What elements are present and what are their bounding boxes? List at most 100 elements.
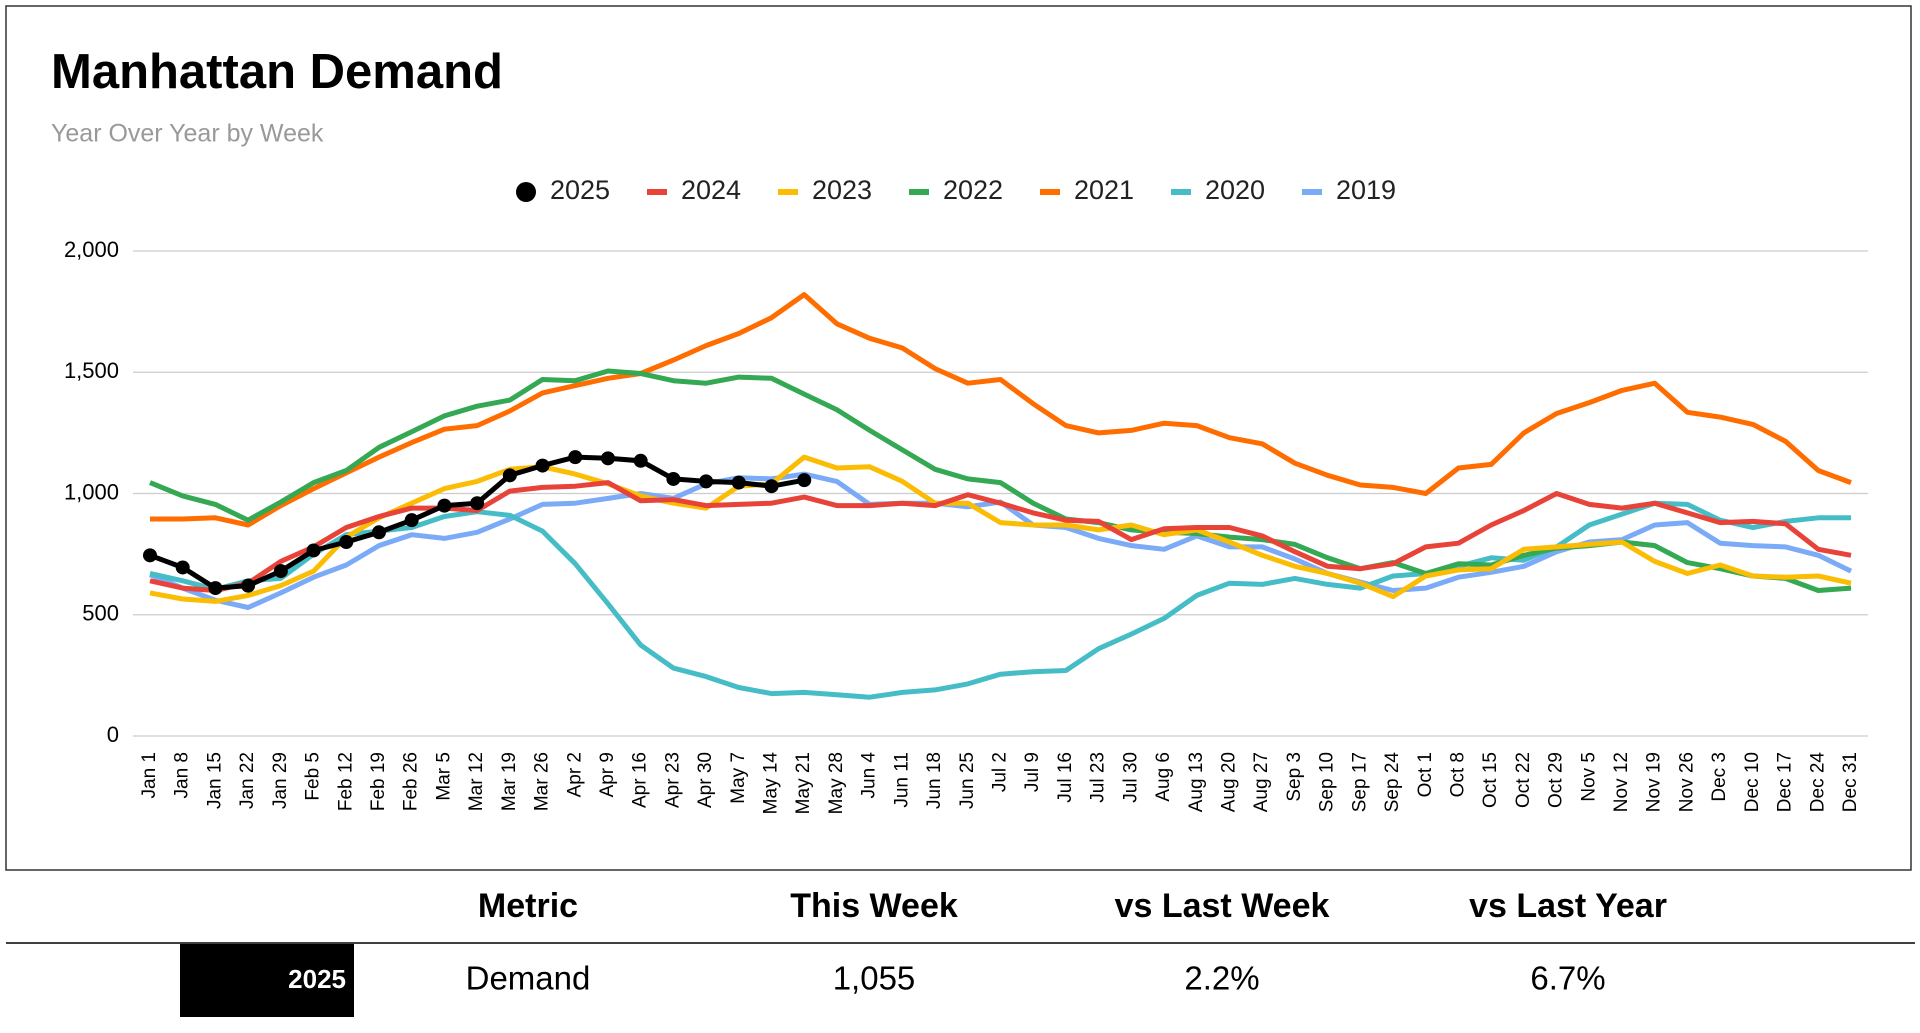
y-tick-label: 500	[82, 601, 119, 626]
point	[600, 451, 615, 466]
x-tick-label: Jun 25	[957, 752, 978, 809]
chart-title: Manhattan Demand	[51, 45, 503, 99]
x-tick-label: Nov 26	[1676, 752, 1697, 812]
x-tick-label: Dec 24	[1807, 752, 1828, 813]
x-tick-label: Jan 1	[139, 752, 160, 798]
x-tick-label: May 7	[728, 752, 749, 804]
x-tick-label: Dec 17	[1775, 752, 1796, 812]
x-tick-label: Mar 19	[499, 752, 520, 811]
chart-frame	[5, 5, 1912, 871]
point	[306, 543, 321, 558]
x-tick-label: Jan 29	[270, 752, 291, 809]
x-tick-label: Feb 12	[335, 752, 356, 811]
x-tick-label: May 14	[761, 752, 782, 815]
x-tick-label: Jul 23	[1088, 752, 1109, 803]
x-tick-label: Aug 27	[1251, 752, 1272, 812]
legend-label: 2020	[1205, 175, 1265, 205]
table-cell: 6.7%	[1530, 960, 1605, 997]
legend-marker	[516, 182, 536, 202]
point	[764, 479, 779, 494]
x-tick-label: Jun 18	[924, 752, 945, 809]
table-header: This Week	[790, 887, 958, 925]
x-tick-label: May 28	[826, 752, 847, 814]
x-tick-label: Apr 23	[662, 752, 683, 808]
x-tick-label: Sep 17	[1349, 752, 1370, 812]
point	[241, 578, 256, 593]
table-header: Metric	[478, 887, 578, 925]
x-tick-label: Jul 9	[1022, 752, 1043, 792]
point	[502, 468, 517, 483]
x-tick-label: Aug 20	[1218, 752, 1239, 812]
x-tick-label: Aug 6	[1153, 752, 1174, 802]
x-tick-label: Apr 9	[597, 752, 618, 797]
x-tick-label: Oct 22	[1513, 752, 1534, 808]
x-tick-label: Feb 19	[368, 752, 389, 811]
x-tick-label: Apr 30	[695, 752, 716, 808]
point	[339, 535, 354, 549]
point	[371, 525, 386, 540]
x-tick-label: Apr 16	[630, 752, 651, 808]
x-tick-label: Nov 5	[1578, 752, 1599, 802]
x-tick-label: Sep 10	[1317, 752, 1338, 812]
y-tick-label: 1,500	[64, 358, 119, 383]
x-tick-label: Sep 24	[1382, 752, 1403, 813]
y-tick-label: 2,000	[64, 237, 119, 262]
y-tick-label: 0	[107, 722, 119, 747]
x-tick-label: Apr 2	[564, 752, 585, 797]
x-tick-label: Mar 26	[532, 752, 553, 811]
x-tick-label: May 21	[793, 752, 814, 814]
table-cell: 1,055	[833, 960, 916, 997]
x-tick-label: Mar 5	[433, 752, 454, 801]
point	[470, 496, 485, 511]
legend-label: 2024	[681, 175, 741, 205]
year-cell	[180, 944, 354, 1017]
legend-label: 2023	[812, 175, 872, 205]
x-tick-label: Sep 3	[1284, 752, 1305, 802]
table-cell: Demand	[466, 960, 591, 997]
legend-label: 2019	[1336, 175, 1396, 205]
point	[699, 474, 714, 489]
point	[404, 513, 419, 528]
x-tick-label: Dec 10	[1742, 752, 1763, 812]
x-tick-label: Dec 31	[1840, 752, 1861, 812]
chart-subtitle: Year Over Year by Week	[51, 120, 324, 148]
x-tick-label: Jan 22	[237, 752, 258, 809]
x-tick-label: Dec 3	[1709, 752, 1730, 802]
point	[731, 475, 746, 490]
x-tick-label: Oct 1	[1415, 752, 1436, 797]
point	[437, 498, 452, 513]
row-label: 2025	[288, 964, 346, 994]
x-tick-label: Aug 13	[1186, 752, 1207, 812]
y-tick-label: 1,000	[64, 479, 119, 504]
table-cell: 2.2%	[1184, 960, 1259, 997]
point	[273, 564, 288, 579]
point	[666, 471, 681, 486]
x-tick-label: Jul 30	[1120, 752, 1141, 803]
x-tick-label: Jun 11	[891, 752, 912, 808]
x-tick-label: Mar 12	[466, 752, 487, 811]
x-tick-label: Jul 2	[990, 752, 1011, 792]
x-tick-label: Feb 26	[401, 752, 422, 811]
point	[208, 581, 223, 596]
series-line	[149, 500, 1851, 700]
series-line	[150, 292, 1852, 528]
table-header: vs Last Week	[1115, 887, 1330, 925]
legend-label: 2025	[550, 175, 610, 205]
x-tick-label: Jun 4	[859, 752, 880, 799]
legend-label: 2021	[1074, 175, 1134, 205]
series-line	[149, 454, 1852, 604]
x-tick-label: Jan 15	[204, 752, 225, 809]
x-tick-label: Nov 19	[1644, 752, 1665, 812]
point	[143, 548, 157, 563]
x-tick-label: Oct 15	[1480, 752, 1501, 808]
x-tick-label: Jul 16	[1055, 752, 1076, 803]
table-header: vs Last Year	[1469, 887, 1667, 925]
point	[797, 473, 812, 488]
x-tick-label: Feb 5	[303, 752, 324, 801]
x-tick-label: Nov 12	[1611, 752, 1632, 812]
point	[175, 560, 190, 575]
x-tick-label: Oct 8	[1447, 752, 1468, 797]
legend-label: 2022	[943, 175, 1003, 205]
